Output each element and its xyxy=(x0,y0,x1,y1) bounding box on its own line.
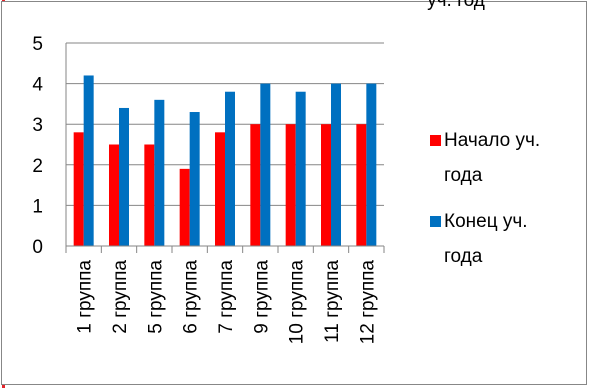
x-tick-label: 9 группа xyxy=(251,260,272,334)
bar-start xyxy=(179,168,190,246)
x-tick-label: 6 группа xyxy=(181,260,202,334)
bar-start xyxy=(144,144,155,246)
bar-end xyxy=(189,112,200,247)
y-tick-label: 0 xyxy=(32,237,43,258)
legend-label: года xyxy=(444,165,483,186)
bar-end xyxy=(366,83,377,246)
legend-swatch xyxy=(430,216,441,227)
x-tick-labels: 1 группа 2 группа 5 группа 6 группа 7 группа… xyxy=(75,260,379,345)
x-tick-label: 5 группа xyxy=(145,260,166,334)
bar-end xyxy=(260,83,271,246)
chart-title: уч. год xyxy=(427,0,485,11)
bar-end xyxy=(225,91,235,246)
legend-label: Начало уч. xyxy=(444,130,540,151)
legend-swatch xyxy=(430,135,441,146)
bar-start xyxy=(321,124,331,246)
bar-start xyxy=(285,124,296,246)
legend-label: года xyxy=(444,246,483,267)
axes xyxy=(65,43,385,253)
bar-start xyxy=(73,132,84,246)
y-tick-label: 4 xyxy=(32,75,43,96)
bar-end xyxy=(331,83,341,246)
bar-end xyxy=(119,107,129,247)
bar-end xyxy=(154,99,165,246)
bar-start xyxy=(109,144,119,246)
legend: Начало уч. года Конец уч. года xyxy=(430,130,540,267)
legend-label: Конец уч. xyxy=(444,211,528,232)
x-tick-label: 11 группа xyxy=(322,260,343,343)
bar-start xyxy=(356,124,367,246)
x-tick-label: 7 группа xyxy=(216,260,237,334)
y-tick-labels: 0 1 2 3 4 5 xyxy=(32,34,43,258)
bar-start xyxy=(250,124,261,246)
y-tick-label: 3 xyxy=(32,115,43,136)
y-tick-label: 2 xyxy=(32,156,43,177)
bar-end xyxy=(295,91,306,246)
x-tick-label: 12 группа xyxy=(357,260,378,345)
x-tick-label: 1 группа xyxy=(75,260,96,334)
y-tick-label: 1 xyxy=(32,196,43,217)
bar-start xyxy=(215,132,225,246)
bars xyxy=(73,75,377,247)
bar-end xyxy=(83,75,94,246)
y-tick-label: 5 xyxy=(32,34,43,55)
x-tick-label: 10 группа xyxy=(287,260,308,345)
x-tick-label: 2 группа xyxy=(110,260,131,334)
